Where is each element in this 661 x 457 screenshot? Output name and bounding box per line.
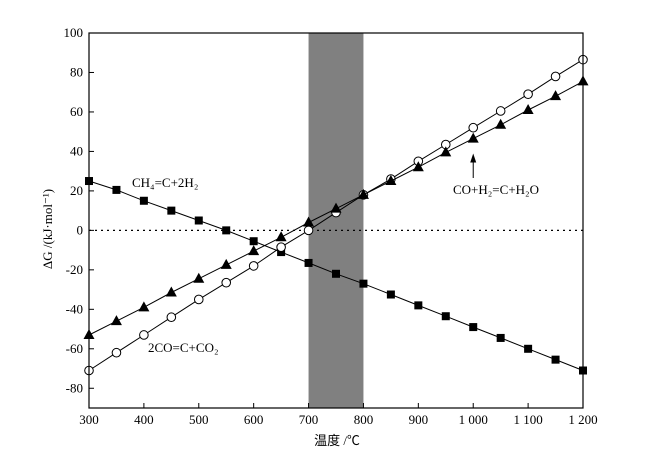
- annotation-co-h2: CO+H₂=C+H₂O: [453, 182, 539, 197]
- y-tick-label: 60: [70, 104, 83, 119]
- data-point: [221, 277, 232, 288]
- y-tick-label: -60: [66, 341, 83, 356]
- annotation-ch4: CH₄=C+2H₂: [132, 175, 198, 190]
- data-point: [167, 206, 176, 215]
- data-point: [412, 161, 424, 172]
- y-tick-label: -80: [66, 380, 83, 395]
- y-tick-label: 100: [64, 25, 84, 40]
- data-point: [495, 106, 506, 116]
- data-point: [332, 269, 340, 278]
- data-point: [303, 216, 315, 227]
- data-point: [303, 225, 314, 236]
- data-point: [385, 175, 397, 186]
- data-point: [165, 286, 177, 297]
- data-point: [357, 188, 369, 199]
- y-tick-label: 20: [70, 183, 83, 198]
- data-point: [522, 103, 534, 114]
- x-tick-label: 1 100: [513, 412, 542, 427]
- shaded-temperature-window: [308, 33, 364, 408]
- x-tick-label: 900: [409, 412, 429, 427]
- x-tick-label: 600: [244, 412, 264, 427]
- x-tick-label: 500: [189, 412, 209, 427]
- y-axis-title: ΔG /(kJ·mol⁻¹): [40, 189, 55, 269]
- data-point: [468, 122, 479, 133]
- data-point: [469, 323, 478, 332]
- data-point: [551, 355, 560, 364]
- data-point: [467, 132, 479, 143]
- data-point: [550, 71, 561, 82]
- data-point: [550, 90, 562, 101]
- x-tick-label: 400: [134, 412, 154, 427]
- data-point: [277, 248, 286, 257]
- data-point: [440, 146, 452, 157]
- data-point: [193, 272, 205, 283]
- data-point: [248, 245, 260, 256]
- y-tick-label: 40: [70, 143, 83, 158]
- y-tick-label: -40: [66, 301, 83, 316]
- y-tick-label: -20: [66, 262, 83, 277]
- y-tick-label: 0: [77, 222, 84, 237]
- axes-layer: 300 400 500 600 700 800 900 1 000 1 100 1 200-80-…: [64, 25, 598, 427]
- data-point: [414, 301, 423, 310]
- data-point: [359, 279, 368, 288]
- x-tick-label: 700: [299, 412, 319, 427]
- data-point: [194, 216, 203, 225]
- series-layer: [83, 54, 589, 376]
- annotation-arrow: [470, 153, 477, 178]
- data-point: [138, 301, 150, 312]
- data-point: [248, 261, 259, 271]
- data-point: [523, 89, 533, 99]
- annotation-2co: 2CO=C+CO₂: [148, 340, 218, 355]
- x-tick-label: 1 200: [568, 412, 597, 427]
- data-point: [496, 333, 505, 342]
- data-point: [495, 118, 507, 129]
- data-point: [220, 258, 232, 269]
- series-2: [83, 75, 589, 339]
- data-point: [139, 196, 148, 205]
- plot-frame: [88, 32, 584, 409]
- x-axis-title: 温度 /℃: [314, 433, 360, 448]
- data-point: [139, 330, 149, 340]
- data-point: [304, 258, 313, 267]
- data-point: [110, 315, 122, 326]
- data-point: [112, 185, 121, 194]
- x-tick-label: 1 000: [459, 412, 488, 427]
- data-point: [275, 231, 287, 242]
- data-point: [166, 312, 177, 323]
- y-tick-label: 80: [70, 64, 83, 79]
- data-point: [276, 242, 286, 252]
- x-tick-label: 800: [354, 412, 374, 427]
- data-point: [222, 226, 231, 235]
- data-point: [330, 202, 342, 213]
- x-tick-label: 300: [79, 412, 99, 427]
- data-point: [193, 294, 204, 305]
- data-point: [249, 237, 258, 246]
- data-point: [524, 344, 533, 353]
- data-point: [111, 347, 122, 358]
- data-point: [441, 312, 450, 321]
- data-point: [386, 290, 395, 299]
